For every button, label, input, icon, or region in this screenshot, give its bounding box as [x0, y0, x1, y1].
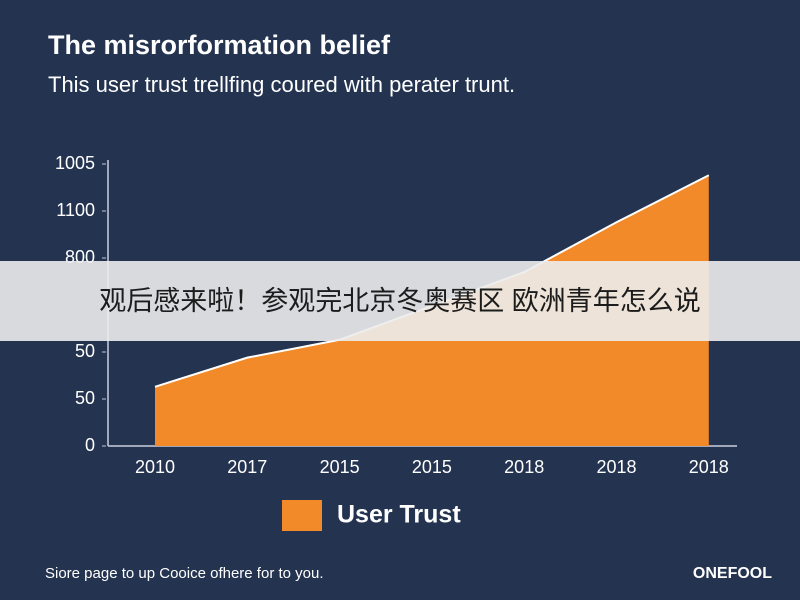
x-tick-label: 2017	[227, 457, 267, 477]
chart-subtitle: This user trust trellfing coured with pe…	[48, 72, 515, 97]
legend-swatch	[282, 500, 322, 531]
y-tick-label: 1100	[56, 200, 95, 220]
x-tick-label: 2010	[135, 457, 175, 477]
x-tick-label: 2015	[320, 457, 360, 477]
banner-text: 观后感来啦！参观完北京冬奥赛区 欧洲青年怎么说	[99, 286, 701, 316]
banner	[0, 261, 800, 341]
x-tick-label: 2018	[596, 457, 636, 477]
chart-title: The misrorformation belief	[48, 30, 391, 60]
x-tick-label: 2018	[504, 457, 544, 477]
footer: Siore page to up Cooice ofhere for to yo…	[45, 565, 324, 582]
y-tick-label: 0	[85, 435, 95, 455]
y-tick-label: 50	[75, 341, 95, 361]
x-tick-label: 2018	[689, 457, 729, 477]
y-tick-label: 50	[75, 388, 95, 408]
y-tick-label: 1005	[55, 153, 95, 173]
brand: ONEFOOL	[693, 565, 772, 582]
x-tick-label: 2015	[412, 457, 452, 477]
legend-label: User Trust	[337, 501, 461, 529]
